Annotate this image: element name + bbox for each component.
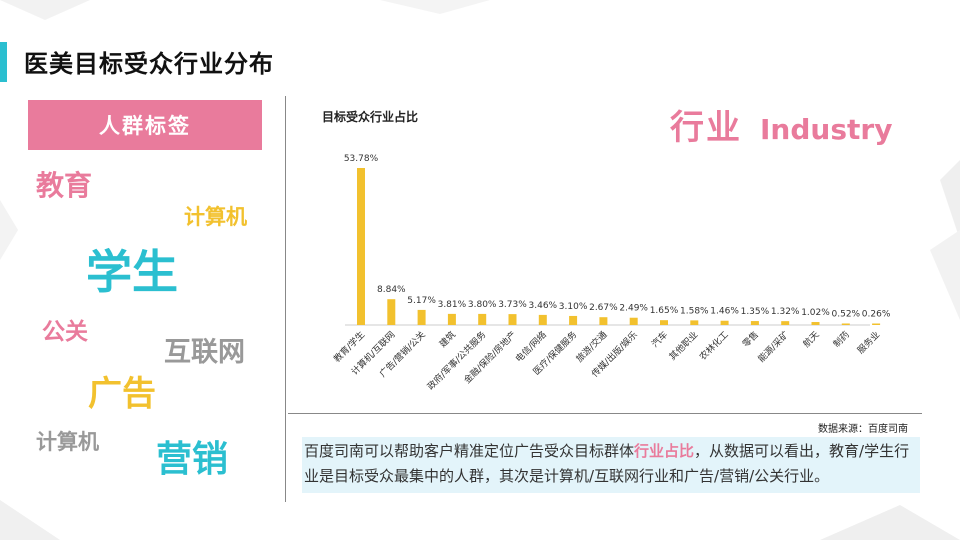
bar-value-label-9: 2.49% bbox=[619, 304, 648, 314]
tag-word-internet: 互联网 bbox=[164, 337, 245, 368]
category-label-12: 农林化工 bbox=[697, 329, 731, 363]
page-title: 医美目标受众行业分布 bbox=[24, 50, 274, 78]
bar-5 bbox=[508, 314, 517, 325]
bar-8 bbox=[599, 317, 608, 325]
description-text-2: ，从数据可以看出，教育/学生行业是目标受众最集中的人群，其次是计算机/互联网行业… bbox=[304, 442, 910, 485]
category-label-14: 能源/采矿 bbox=[755, 329, 791, 365]
bar-value-label-3: 3.81% bbox=[438, 300, 467, 310]
bar-12 bbox=[720, 320, 729, 325]
tag-header: 人群标签 bbox=[28, 100, 262, 150]
bar-2 bbox=[417, 309, 426, 325]
bar-value-label-14: 1.32% bbox=[771, 307, 800, 317]
category-label-11: 其他职业 bbox=[666, 329, 700, 363]
category-label-17: 服务业 bbox=[855, 329, 883, 357]
category-label-3: 建筑 bbox=[437, 329, 458, 350]
bar-1 bbox=[387, 299, 396, 325]
bar-value-label-0: 53.78% bbox=[344, 154, 379, 164]
industry-heading-en: Industry bbox=[760, 113, 893, 146]
bar-4 bbox=[478, 313, 487, 325]
bar-15 bbox=[811, 322, 820, 325]
category-label-5: 金融/保险/房地产 bbox=[461, 329, 518, 386]
bar-value-label-5: 3.73% bbox=[498, 300, 527, 310]
bar-10 bbox=[660, 320, 668, 325]
bar-value-label-11: 1.58% bbox=[680, 306, 709, 316]
bar-value-label-10: 1.65% bbox=[650, 306, 679, 316]
category-label-10: 汽车 bbox=[649, 329, 670, 350]
description-highlight: 行业占比 bbox=[634, 442, 695, 460]
industry-heading: 行业 Industry bbox=[670, 100, 892, 149]
tag-word-education: 教育 bbox=[36, 169, 93, 202]
bar-14 bbox=[781, 321, 790, 325]
bar-value-label-8: 2.67% bbox=[589, 303, 618, 313]
bar-value-label-4: 3.80% bbox=[468, 300, 497, 310]
category-label-15: 航天 bbox=[800, 329, 821, 350]
tag-word-pr: 公关 bbox=[42, 319, 88, 345]
tag-word-marketing: 营销 bbox=[156, 439, 229, 480]
bar-value-label-13: 1.35% bbox=[741, 307, 770, 317]
horizontal-divider bbox=[288, 413, 922, 414]
bar-value-label-6: 3.46% bbox=[529, 301, 558, 311]
tag-word-computer-2: 计算机 bbox=[36, 430, 99, 454]
bar-value-label-1: 8.84% bbox=[377, 285, 406, 295]
industry-heading-cn: 行业 bbox=[670, 108, 742, 148]
bar-17 bbox=[872, 323, 881, 325]
bar-11 bbox=[690, 320, 699, 325]
title-accent-bar bbox=[0, 42, 7, 82]
tag-word-advertising: 广告 bbox=[88, 374, 156, 414]
data-source: 数据来源：百度司南 bbox=[818, 424, 908, 435]
bar-6 bbox=[538, 314, 547, 325]
vertical-divider bbox=[285, 96, 286, 502]
bar-value-label-7: 3.10% bbox=[559, 302, 588, 312]
category-label-13: 零售 bbox=[740, 329, 761, 350]
description-text-1: 百度司南可以帮助客户精准定位广告受众目标群体 bbox=[304, 442, 635, 460]
bar-13 bbox=[750, 321, 759, 325]
bar-value-label-12: 1.46% bbox=[710, 307, 739, 317]
bar-3 bbox=[447, 313, 456, 325]
bar-7 bbox=[569, 315, 578, 325]
bar-9 bbox=[629, 317, 638, 325]
tag-word-student: 学生 bbox=[86, 245, 178, 299]
bar-value-label-17: 0.26% bbox=[862, 310, 891, 320]
bar-value-label-15: 1.02% bbox=[801, 308, 830, 318]
bar-16 bbox=[841, 323, 850, 325]
bar-value-label-16: 0.52% bbox=[832, 309, 861, 319]
description-box: 百度司南可以帮助客户精准定位广告受众目标群体行业占比，从数据可以看出，教育/学生… bbox=[302, 437, 920, 493]
bar-0 bbox=[357, 168, 365, 325]
chart-title: 目标受众行业占比 bbox=[322, 110, 419, 124]
category-label-16: 制药 bbox=[831, 329, 852, 350]
tag-word-computer: 计算机 bbox=[184, 205, 247, 229]
bar-value-label-2: 5.17% bbox=[407, 296, 436, 306]
